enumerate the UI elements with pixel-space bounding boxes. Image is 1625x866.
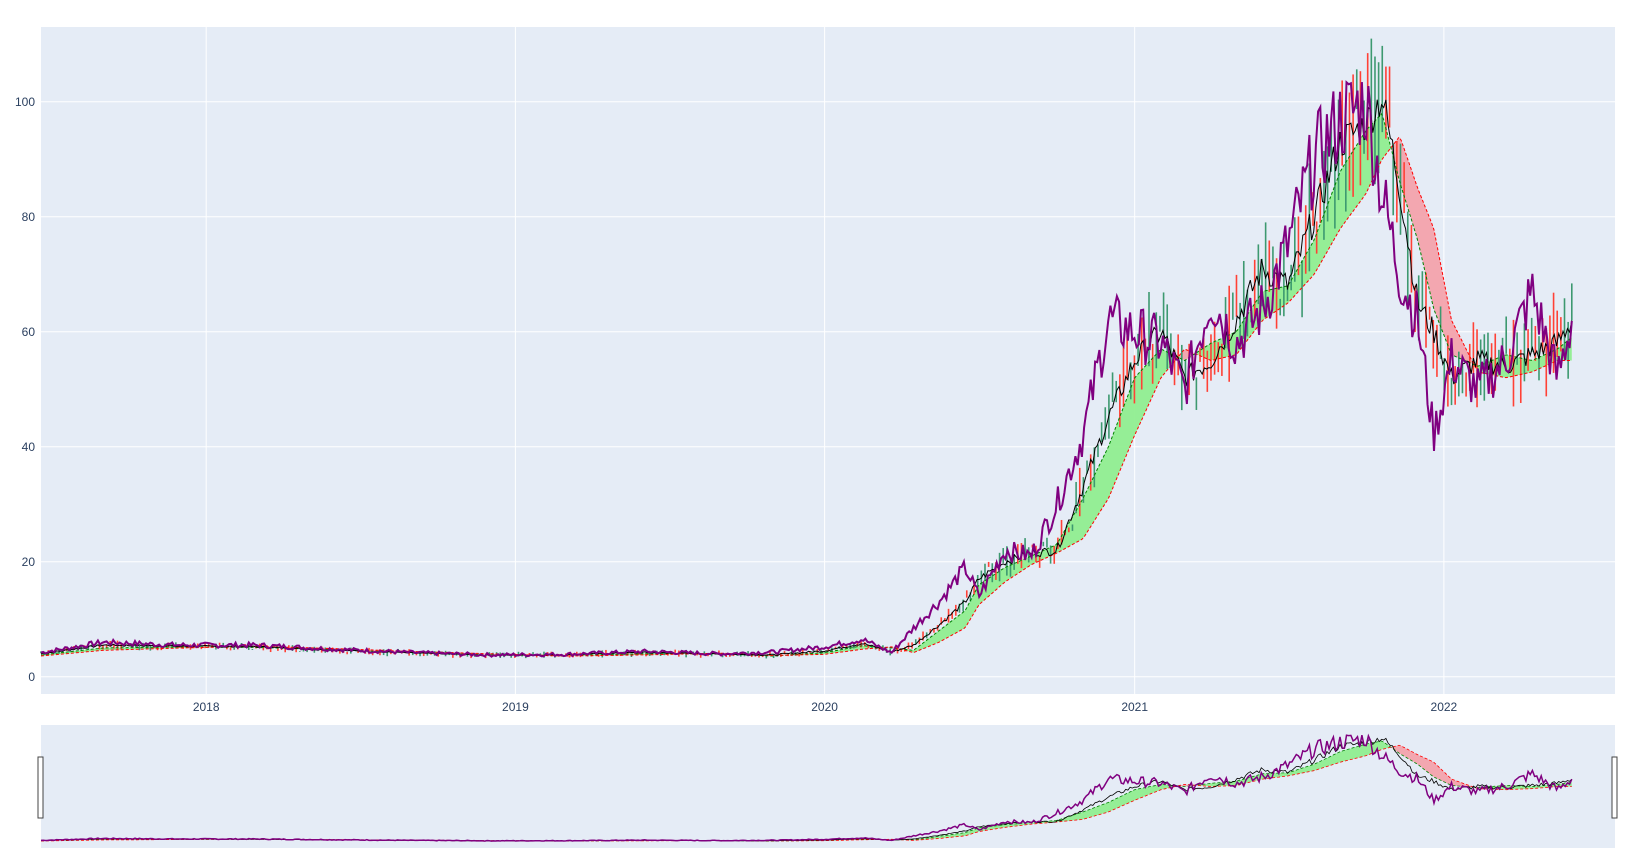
conversion-line (40, 99, 1573, 657)
rangeslider-lines (40, 733, 1573, 842)
y-tick-label: 20 (22, 555, 36, 569)
x-tick-label: 2020 (811, 700, 838, 714)
bullish-cloud (41, 646, 219, 657)
bullish-cloud (1195, 740, 1392, 787)
rangeslider-handle-right[interactable] (1611, 756, 1618, 819)
purple-line (40, 80, 1573, 658)
main-x-axis: 2018 2019 2020 2021 2022 (193, 700, 1458, 714)
x-tick-label: 2022 (1431, 700, 1458, 714)
y-tick-label: 0 (28, 670, 35, 684)
main-y-axis: 0 20 40 60 80 100 (15, 95, 35, 684)
y-tick-label: 100 (15, 95, 35, 109)
bearish-cloud (1391, 137, 1477, 371)
y-tick-label: 60 (22, 325, 36, 339)
span-b-line (40, 136, 1572, 657)
main-lines (40, 80, 1573, 658)
x-tick-label: 2018 (193, 700, 220, 714)
x-tick-label: 2019 (502, 700, 529, 714)
y-tick-label: 80 (22, 210, 36, 224)
bullish-cloud (1195, 113, 1392, 361)
bullish-cloud (901, 784, 1180, 841)
bearish-cloud (1391, 745, 1477, 789)
rangeslider-background[interactable] (41, 725, 1615, 848)
y-tick-label: 40 (22, 440, 36, 454)
rangeslider-handle-left[interactable] (37, 756, 44, 819)
purple-line (40, 733, 1573, 842)
x-tick-label: 2021 (1121, 700, 1148, 714)
